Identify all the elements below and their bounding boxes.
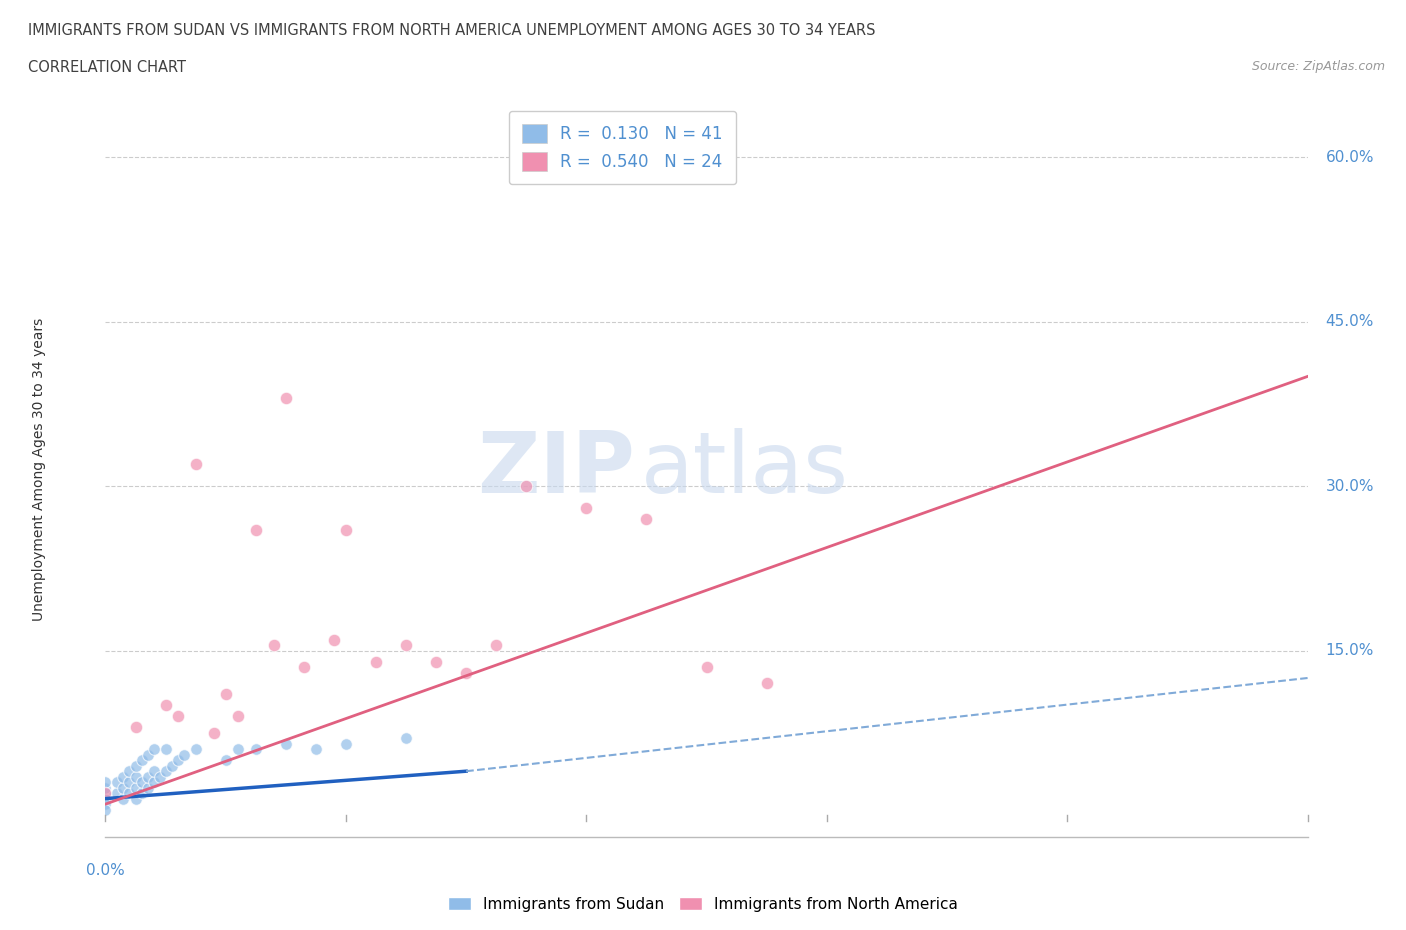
Point [364,654,387,669]
Text: 30.0%: 30.0% [1326,479,1374,494]
Point [202,725,225,740]
Point [136,780,159,795]
Point [94,797,117,812]
Point [160,758,183,773]
Point [184,742,207,757]
Point [755,676,778,691]
Point [124,720,146,735]
Point [142,742,165,757]
Point [214,687,236,702]
Text: Source: ZipAtlas.com: Source: ZipAtlas.com [1251,60,1385,73]
Point [166,709,188,724]
Point [155,764,177,778]
Point [124,769,146,784]
Point [322,632,344,647]
Point [245,742,267,757]
Point [636,512,658,526]
Point [118,775,141,790]
Point [112,780,135,795]
Point [184,457,207,472]
Point [142,775,165,790]
Point [148,769,170,784]
Point [94,786,117,801]
Point [107,775,129,790]
Text: Unemployment Among Ages 30 to 34 years: Unemployment Among Ages 30 to 34 years [32,318,46,621]
Point [124,791,146,806]
Text: atlas: atlas [640,428,848,512]
Point [454,665,477,680]
Point [173,748,195,763]
Point [94,775,117,790]
Point [118,786,141,801]
Point [485,638,508,653]
Point [263,638,285,653]
Legend: R =  0.130   N = 41, R =  0.540   N = 24: R = 0.130 N = 41, R = 0.540 N = 24 [509,111,737,184]
Point [305,742,328,757]
Point [112,791,135,806]
Point [136,748,159,763]
Text: ZIP: ZIP [477,428,634,512]
Point [214,752,236,767]
Point [335,737,357,751]
Point [124,780,146,795]
Point [94,803,117,817]
Point [94,791,117,806]
Point [118,764,141,778]
Point [226,742,249,757]
Point [696,659,718,674]
Point [155,698,177,713]
Point [124,758,146,773]
Point [395,638,418,653]
Point [425,654,447,669]
Point [335,523,357,538]
Text: 45.0%: 45.0% [1326,314,1374,329]
Point [155,742,177,757]
Point [136,769,159,784]
Point [107,786,129,801]
Point [515,479,537,494]
Point [226,709,249,724]
Text: IMMIGRANTS FROM SUDAN VS IMMIGRANTS FROM NORTH AMERICA UNEMPLOYMENT AMONG AGES 3: IMMIGRANTS FROM SUDAN VS IMMIGRANTS FROM… [28,23,876,38]
Text: 0.0%: 0.0% [86,863,125,878]
Text: 15.0%: 15.0% [1326,643,1374,658]
Text: 60.0%: 60.0% [1326,150,1374,165]
Point [131,752,153,767]
Point [131,786,153,801]
Point [94,780,117,795]
Point [395,731,418,746]
Point [94,786,117,801]
Text: CORRELATION CHART: CORRELATION CHART [28,60,186,75]
Point [131,775,153,790]
Point [292,659,315,674]
Point [245,523,267,538]
Point [274,391,297,405]
Point [166,752,188,767]
Point [112,769,135,784]
Point [142,764,165,778]
Point [274,737,297,751]
Legend: Immigrants from Sudan, Immigrants from North America: Immigrants from Sudan, Immigrants from N… [441,890,965,918]
Point [575,500,598,515]
